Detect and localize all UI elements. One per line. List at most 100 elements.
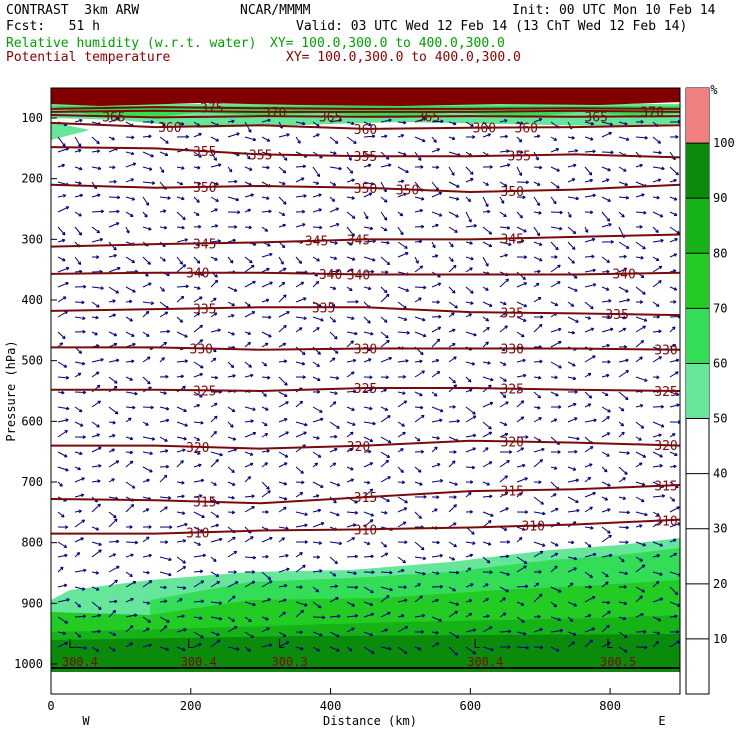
wind-vector-head [592, 268, 596, 273]
wind-vector-head [518, 172, 523, 176]
wind-vector [142, 601, 150, 604]
wind-vector-head [213, 558, 217, 562]
wind-vector-head [66, 406, 70, 411]
wind-vector-head [65, 206, 70, 210]
wind-vector [601, 624, 610, 633]
wind-vector [584, 541, 592, 548]
wind-vector-head [251, 311, 256, 315]
wind-vector-head [133, 613, 138, 618]
wind-vector [652, 356, 662, 363]
wind-vector-head [401, 614, 405, 618]
wind-vector [74, 166, 83, 170]
wind-vector-head [369, 488, 374, 493]
wind-vector-head [541, 543, 546, 547]
wind-vector-head [521, 333, 525, 338]
wind-vector-head [134, 391, 138, 396]
wind-vector [499, 612, 507, 618]
wind-vector [380, 511, 388, 514]
wind-vector-head [486, 326, 490, 331]
wind-vector [567, 149, 578, 153]
wind-vector [142, 627, 150, 633]
wind-vector-head [571, 135, 575, 140]
wind-vector-head [96, 433, 100, 437]
wind-vector-head [554, 375, 558, 380]
wind-vector-head [283, 324, 287, 329]
wind-vector [601, 581, 609, 588]
wind-vector [448, 481, 458, 486]
wind-vector [516, 537, 523, 543]
wind-vector [516, 447, 524, 453]
wind-vector [516, 400, 525, 408]
wind-vector-head [523, 565, 527, 569]
wind-vector-head [453, 121, 457, 126]
wind-vector [74, 537, 84, 543]
wind-vector-head [282, 611, 286, 616]
wind-vector-head [555, 246, 559, 251]
wind-vector [91, 400, 101, 408]
wind-vector [159, 646, 169, 651]
wind-vector [261, 299, 270, 303]
wind-vector [448, 241, 454, 248]
wind-vector [652, 239, 664, 243]
wind-vector-head [164, 152, 169, 157]
wind-vector-head [555, 543, 559, 547]
wind-vector-head [452, 460, 456, 464]
wind-vector [210, 631, 220, 636]
wind-vector [142, 311, 150, 318]
wind-vector-head [184, 423, 188, 427]
wind-vector-head [195, 212, 200, 216]
theta-contour-label: 310 [521, 520, 544, 535]
wind-vector [108, 511, 117, 519]
wind-vector-head [65, 375, 70, 380]
wind-vector-head [403, 400, 408, 404]
wind-vector-head [559, 210, 563, 215]
wind-vector [108, 254, 117, 258]
wind-vector [465, 406, 476, 415]
colorbar-band [686, 198, 709, 254]
wind-vector [465, 211, 472, 223]
wind-vector-head [200, 420, 204, 425]
wind-vector [584, 596, 596, 603]
wind-vector [499, 391, 507, 398]
wind-vector-head [625, 396, 629, 401]
wind-vector-head [452, 404, 456, 409]
y-axis-title: Pressure (hPa) [4, 340, 18, 441]
wind-vector [584, 283, 597, 288]
wind-vector-head [469, 267, 473, 271]
wind-vector [397, 431, 406, 438]
wind-vector-head [624, 121, 628, 126]
wind-vector-head [96, 587, 100, 591]
wind-vector [329, 151, 337, 155]
wind-vector-head [641, 193, 645, 197]
wind-vector-head [403, 192, 407, 197]
wind-vector [210, 571, 220, 577]
wind-vector [329, 541, 342, 545]
wind-vector-head [470, 301, 474, 305]
wind-vector-head [332, 573, 337, 577]
theta-contour-label: 330 [501, 343, 524, 358]
wind-vector-head [148, 167, 153, 171]
wind-vector [227, 239, 236, 243]
wind-vector-head [454, 610, 458, 615]
wind-vector [210, 601, 222, 604]
wind-vector-head [609, 327, 614, 332]
wind-vector [210, 196, 219, 202]
wind-vector-head [623, 254, 627, 259]
wind-vector-head [675, 371, 679, 375]
wind-vector-head [268, 333, 272, 338]
wind-vector [533, 181, 541, 186]
wind-vector-head [60, 566, 64, 571]
wind-vector [635, 586, 645, 593]
wind-vector-head [200, 365, 204, 369]
wind-vector [159, 616, 170, 623]
wind-vector [329, 241, 338, 244]
wind-vector [278, 611, 286, 618]
y-tick-label: 800 [21, 536, 43, 550]
wind-vector-head [643, 629, 647, 634]
wind-vector [312, 481, 324, 488]
wind-vector [499, 278, 509, 288]
wind-vector-head [351, 233, 355, 237]
wind-vector-head [281, 537, 285, 541]
wind-vector [193, 451, 201, 455]
wind-vector-head [438, 618, 443, 622]
